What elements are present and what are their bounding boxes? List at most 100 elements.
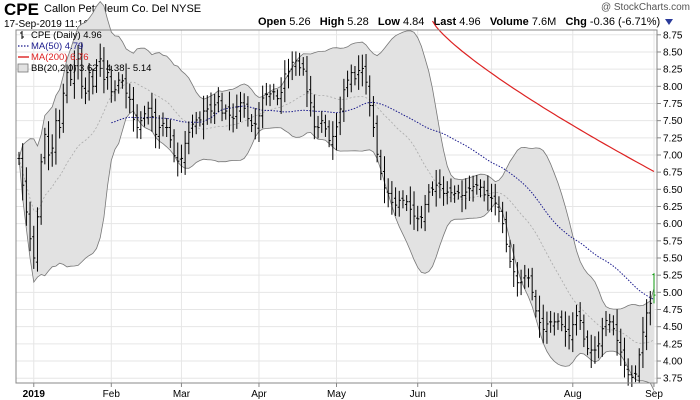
quote-bar: Open 5.26 High 5.28 Low 4.84 Last 4.96 V…: [258, 16, 674, 28]
price-bar: [98, 43, 102, 77]
price-bar: [257, 102, 261, 143]
price-bar: [578, 302, 582, 330]
price-bar: [28, 201, 32, 252]
price-bar: [46, 121, 51, 171]
price-bar: [128, 83, 132, 114]
price-bar: [619, 328, 623, 366]
price-bar: [109, 65, 113, 103]
price-bar: [249, 114, 254, 133]
price-bar: [65, 64, 69, 104]
price-bar: [611, 315, 615, 336]
price-bar: [283, 60, 287, 103]
price-bar: [286, 58, 291, 89]
price-bar: [216, 87, 220, 113]
price-bar: [338, 96, 342, 136]
price-bar: [50, 134, 54, 167]
price-bar: [530, 267, 534, 301]
price-bar: [368, 75, 372, 117]
price-bar: [390, 181, 394, 215]
price-bar: [331, 121, 335, 160]
price-bar: [585, 330, 590, 356]
price-bar: [464, 178, 468, 210]
price-bar: [142, 105, 147, 127]
y-tick-label: 5.00: [663, 288, 683, 299]
price-bar: [342, 78, 346, 122]
x-tick-label: Feb: [103, 389, 121, 400]
legend-label: BB(20,2.0) 3.62 - 4.38 - 5.14: [31, 63, 151, 74]
x-tick-label: May: [327, 389, 346, 400]
price-bar: [131, 87, 136, 132]
last-price-bar: [652, 273, 656, 304]
price-bar: [375, 115, 379, 163]
watermark: @ StockCharts.com: [600, 2, 690, 13]
price-bar: [54, 108, 58, 165]
price-bar: [124, 63, 128, 109]
price-bar: [69, 63, 73, 87]
price-bar: [117, 72, 121, 94]
price-bar: [453, 185, 457, 203]
price-bar: [593, 336, 597, 364]
price-bar: [382, 156, 387, 204]
price-bar: [541, 304, 545, 344]
ma200-line: [431, 20, 655, 173]
y-tick-label: 8.50: [663, 47, 683, 58]
price-bar: [534, 289, 538, 318]
price-bar: [194, 111, 198, 135]
ohlc-bars: [17, 42, 656, 387]
y-tick-label: 8.75: [663, 30, 683, 41]
price-bar: [430, 181, 435, 196]
price-bar: [597, 331, 601, 359]
price-bar: [515, 262, 520, 297]
x-tick-label: Apr: [251, 389, 267, 400]
price-bar: [279, 77, 283, 114]
dropdown-arrow-icon[interactable]: [665, 19, 674, 25]
price-bar: [179, 144, 184, 173]
price-bar: [168, 119, 172, 148]
price-bar: [17, 151, 21, 166]
chg-label: Chg: [565, 16, 587, 28]
price-bar: [427, 184, 431, 213]
y-tick-label: 4.25: [663, 339, 683, 350]
timestamp: 17-Sep-2019 11:16am: [4, 19, 103, 30]
company-name: Callon Petroleum Co. Del NYSE: [44, 3, 201, 15]
price-bar: [360, 54, 364, 87]
price-bar: [519, 269, 523, 296]
x-axis: 2019 Feb Mar Apr May Jun Jul Aug Sep: [23, 383, 663, 400]
price-bar: [438, 169, 442, 199]
price-bar: [405, 195, 409, 212]
low-label: Low: [377, 16, 400, 28]
price-bar: [312, 94, 316, 140]
price-bar: [301, 57, 305, 76]
price-bar: [224, 104, 228, 120]
price-bar: [626, 358, 630, 386]
chg-value: -0.36 (-6.71%): [589, 16, 661, 28]
price-bar: [334, 113, 339, 151]
price-bar: [508, 239, 512, 269]
legend-label: MA(200) 6.76: [31, 52, 89, 63]
price-bar: [489, 183, 494, 213]
price-bar: [563, 311, 567, 347]
price-bar: [397, 190, 401, 217]
price-bar: [501, 201, 505, 234]
price-bar: [345, 70, 350, 98]
y-tick-label: 6.25: [663, 202, 683, 213]
price-bar: [371, 96, 376, 137]
ma50-line: [111, 101, 655, 300]
price-bar: [556, 313, 560, 330]
price-bar: [209, 92, 213, 124]
price-bar: [150, 93, 154, 132]
price-bar: [482, 180, 486, 202]
price-bar: [238, 91, 243, 122]
y-tick-label: 3.75: [663, 374, 683, 385]
price-bar: [504, 211, 508, 253]
price-bar: [106, 60, 110, 90]
price-bar: [320, 111, 324, 133]
price-bar: [316, 115, 320, 139]
price-bar: [323, 114, 328, 137]
y-tick-label: 5.50: [663, 254, 683, 265]
price-bar: [190, 114, 195, 138]
price-bar: [600, 317, 604, 357]
moving-averages: [111, 20, 655, 300]
price-bar: [146, 101, 150, 125]
price-bar: [386, 178, 390, 208]
